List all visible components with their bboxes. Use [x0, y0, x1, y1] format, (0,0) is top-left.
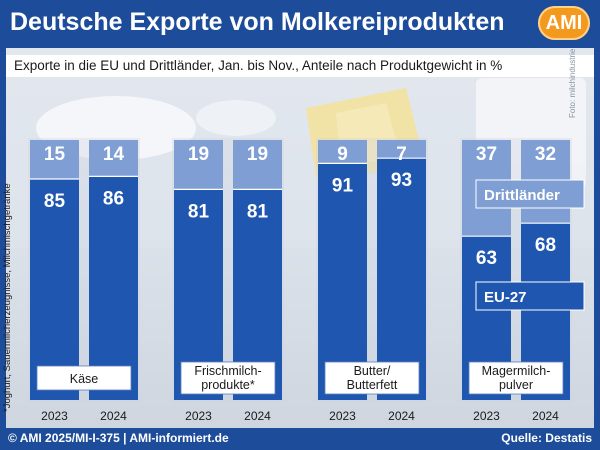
category-box-frischmilch — [180, 361, 276, 395]
value-label-eu27-butter-2023: 91 — [332, 175, 354, 196]
value-label-drittlaender-magermilch-2024: 32 — [535, 144, 556, 165]
value-label-eu27-frischmilch-2024: 81 — [247, 201, 269, 222]
category-label-butter: Butterfett — [347, 378, 398, 392]
bowl-shape — [196, 100, 276, 136]
bar-drittlaender-kaese-2024 — [89, 140, 138, 177]
value-label-eu27-kaese-2023: 85 — [44, 191, 66, 212]
bar-drittlaender-butter-2023 — [318, 140, 367, 164]
category-label-magermilch: pulver — [499, 378, 533, 392]
chart-title: Deutsche Exporte von Molkereiprodukten — [10, 8, 505, 36]
year-label-magermilch-2023: 2023 — [473, 409, 500, 423]
bar-drittlaender-frischmilch-2023 — [174, 140, 223, 190]
legend-box-drittlaender — [475, 179, 585, 209]
bar-chart: 15 85 2023 14 86 2024 Käse 19 81 2023 19 81 2024 Fris… — [28, 138, 585, 423]
ami-logo: AMI — [538, 6, 590, 40]
value-label-drittlaender-kaese-2024: 14 — [103, 144, 125, 165]
year-label-kaese-2023: 2023 — [41, 409, 68, 423]
year-label-butter-2024: 2024 — [388, 409, 415, 423]
legend-label-drittlaender: Drittländer — [484, 187, 560, 204]
bar-drittlaender-frischmilch-2024 — [233, 140, 282, 190]
category-label-frischmilch: produkte* — [201, 378, 255, 392]
value-label-drittlaender-frischmilch-2023: 19 — [188, 144, 209, 165]
value-label-eu27-kaese-2024: 86 — [103, 188, 124, 209]
category-label-magermilch: Magermilch- — [482, 364, 551, 378]
value-label-eu27-butter-2024: 93 — [391, 170, 412, 191]
category-label-kaese: Käse — [70, 372, 99, 386]
category-box-kaese — [36, 365, 132, 391]
value-label-drittlaender-butter-2024: 7 — [396, 144, 407, 165]
bar-eu27-kaese-2024 — [89, 176, 138, 400]
chart-subtitle: Exporte in die EU und Drittländer, Jan. … — [6, 55, 594, 77]
year-label-frischmilch-2023: 2023 — [185, 409, 212, 423]
value-label-drittlaender-frischmilch-2024: 19 — [247, 144, 268, 165]
footer-source: Quelle: Destatis — [501, 431, 592, 445]
value-label-drittlaender-butter-2023: 9 — [337, 144, 348, 165]
legend-box-eu27 — [475, 281, 585, 311]
category-label-frischmilch: Frischmilch- — [194, 364, 261, 378]
year-label-frischmilch-2024: 2024 — [244, 409, 271, 423]
category-label-butter: Butter/ — [354, 364, 391, 378]
bar-eu27-butter-2024 — [377, 158, 426, 400]
value-label-eu27-frischmilch-2023: 81 — [188, 201, 210, 222]
category-box-butter — [324, 361, 420, 395]
value-label-eu27-magermilch-2023: 63 — [476, 248, 497, 269]
value-label-drittlaender-kaese-2023: 15 — [44, 144, 66, 165]
bar-drittlaender-kaese-2023 — [30, 140, 79, 179]
category-box-magermilch — [468, 361, 564, 395]
chart-panel: Exporte in die EU und Drittländer, Jan. … — [2, 48, 594, 428]
bar-eu27-kaese-2023 — [30, 179, 79, 400]
year-label-magermilch-2024: 2024 — [532, 409, 559, 423]
footer-copyright: © AMI 2025/MI-I-375 | AMI-informiert.de — [8, 431, 229, 445]
bar-drittlaender-butter-2024 — [377, 140, 426, 159]
legend-label-eu27: EU-27 — [484, 289, 527, 306]
year-label-kaese-2024: 2024 — [100, 409, 127, 423]
value-label-eu27-magermilch-2024: 68 — [535, 235, 556, 256]
bar-eu27-butter-2023 — [318, 163, 367, 400]
value-label-drittlaender-magermilch-2023: 37 — [476, 144, 497, 165]
year-label-butter-2023: 2023 — [329, 409, 356, 423]
